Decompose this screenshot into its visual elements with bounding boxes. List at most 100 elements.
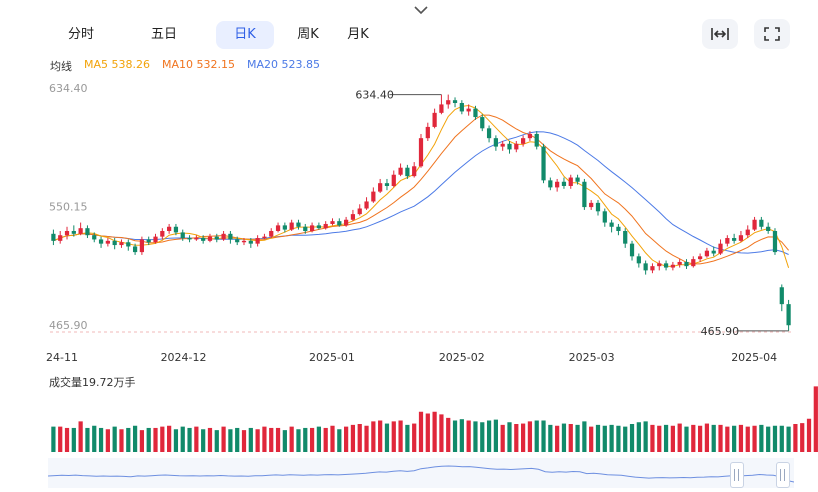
candle bbox=[759, 216, 764, 230]
volume-bar bbox=[602, 425, 607, 452]
volume-bar bbox=[595, 424, 601, 452]
candle bbox=[364, 197, 369, 210]
x-tick-label: 2025-03 bbox=[569, 351, 615, 364]
candle-body bbox=[255, 238, 260, 244]
candlestick-chart[interactable]: 634.40 550.15 465.90 634.40 465.90 24-11 2024-… bbox=[0, 80, 818, 370]
volume-bar bbox=[85, 427, 90, 452]
ma20-line bbox=[53, 131, 789, 255]
volume-bar bbox=[119, 429, 124, 452]
candle bbox=[575, 174, 580, 185]
candle-body bbox=[561, 181, 567, 186]
fit-width-button[interactable] bbox=[702, 19, 738, 49]
candle bbox=[616, 223, 621, 236]
volume-bar bbox=[575, 424, 580, 452]
candle bbox=[235, 236, 240, 246]
volume-bar bbox=[275, 427, 281, 452]
candle bbox=[623, 228, 628, 248]
candle-body bbox=[51, 233, 56, 241]
volume-bar bbox=[173, 429, 179, 452]
tab-five-day[interactable]: 五日 bbox=[150, 27, 177, 42]
candle bbox=[589, 200, 594, 210]
candle bbox=[718, 239, 723, 255]
candle-body bbox=[241, 240, 247, 243]
candle-body bbox=[575, 177, 580, 182]
tab-weekly-k[interactable]: 周K bbox=[297, 27, 319, 42]
tab-monthly-k[interactable]: 月K bbox=[347, 27, 369, 42]
volume-bar bbox=[357, 424, 362, 452]
candle-body bbox=[480, 117, 485, 129]
volume-bar bbox=[371, 421, 376, 452]
candle bbox=[555, 178, 560, 192]
candle bbox=[725, 235, 730, 247]
volume-bar bbox=[221, 426, 226, 452]
navigator-right-handle[interactable] bbox=[776, 462, 790, 488]
candle-body bbox=[323, 223, 328, 229]
candle-body bbox=[398, 167, 403, 175]
volume-bar bbox=[214, 430, 219, 452]
candle-body bbox=[98, 239, 104, 244]
candle bbox=[357, 204, 362, 216]
volume-bar bbox=[738, 424, 744, 452]
candle-body bbox=[187, 238, 192, 240]
fullscreen-button[interactable] bbox=[754, 19, 790, 49]
candle-body bbox=[405, 167, 410, 177]
volume-bar bbox=[493, 419, 498, 452]
candle-body bbox=[425, 126, 430, 139]
candle bbox=[459, 100, 464, 115]
candle bbox=[439, 94, 444, 115]
candle bbox=[568, 174, 573, 189]
volume-bar bbox=[344, 426, 349, 452]
candle bbox=[241, 238, 247, 246]
low-value-label: 465.90 bbox=[701, 325, 740, 338]
candle-body bbox=[650, 266, 655, 271]
volume-bar bbox=[78, 421, 83, 452]
candle-body bbox=[541, 146, 546, 181]
range-navigator[interactable] bbox=[47, 458, 795, 488]
candle bbox=[323, 221, 328, 230]
candle bbox=[766, 222, 771, 234]
candle bbox=[173, 223, 179, 236]
x-tick-label: 2024-12 bbox=[161, 351, 207, 364]
volume-bar bbox=[425, 413, 430, 452]
volume-bar bbox=[405, 424, 410, 452]
candle bbox=[582, 178, 587, 210]
candle bbox=[493, 135, 498, 151]
chevron-down-icon[interactable] bbox=[412, 4, 430, 16]
candle-body bbox=[275, 225, 281, 231]
candle bbox=[214, 233, 219, 243]
candle-body bbox=[153, 236, 158, 243]
candle bbox=[248, 238, 253, 248]
candle bbox=[153, 233, 158, 244]
candle-body bbox=[139, 239, 145, 253]
candle-body bbox=[568, 177, 573, 186]
tab-intraday[interactable]: 分时 bbox=[67, 27, 94, 42]
volume-bar bbox=[207, 427, 213, 452]
candle-body bbox=[180, 232, 185, 239]
candle bbox=[344, 216, 349, 227]
volume-bar bbox=[303, 427, 308, 452]
candle bbox=[650, 263, 655, 274]
candle bbox=[663, 260, 669, 271]
candle bbox=[269, 228, 274, 239]
candle-body bbox=[677, 261, 682, 265]
volume-bar bbox=[398, 420, 403, 452]
volume-bar bbox=[766, 426, 771, 452]
candle-body bbox=[609, 222, 614, 227]
candle-body bbox=[446, 100, 451, 105]
candle bbox=[58, 230, 63, 244]
candle bbox=[534, 131, 539, 150]
candle bbox=[711, 246, 716, 257]
y-tick-label: 634.40 bbox=[49, 82, 88, 95]
volume-bar bbox=[452, 420, 458, 452]
y-tick-label: 465.90 bbox=[49, 319, 88, 332]
ma-legend: 均线 MA5 538.26 MA10 532.15 MA20 523.85 bbox=[50, 58, 320, 74]
volume-bar bbox=[616, 425, 621, 452]
candle-body bbox=[732, 238, 737, 241]
volume-label: 成交量19.72万手 bbox=[49, 376, 136, 389]
candle-body bbox=[514, 143, 519, 150]
tab-daily-k[interactable]: 日K bbox=[216, 21, 274, 49]
candle bbox=[187, 235, 192, 243]
candle-body bbox=[248, 240, 253, 244]
volume-bar bbox=[459, 419, 464, 452]
navigator-left-handle[interactable] bbox=[730, 462, 744, 488]
